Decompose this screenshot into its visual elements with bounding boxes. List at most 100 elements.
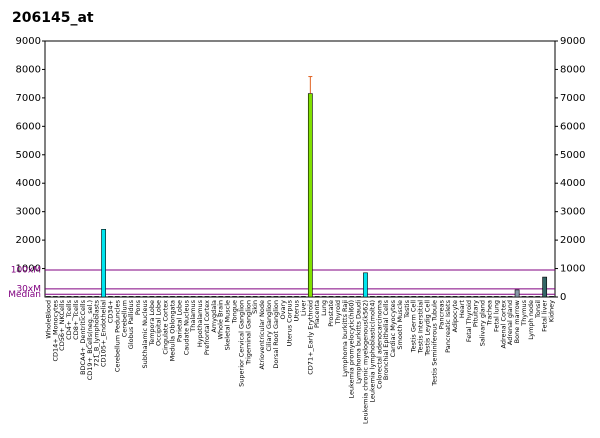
- y-tick-label: 7000: [16, 93, 41, 104]
- bar: [514, 289, 520, 298]
- bar: [542, 276, 548, 298]
- x-tick-label: Thymus: [520, 299, 528, 326]
- x-tick-label: WholeBlood: [44, 300, 52, 339]
- x-tick-label: Uterus: [293, 299, 301, 321]
- bar: [94, 296, 100, 298]
- x-tick-label: Leukemia promyelocytic(hl60): [348, 300, 356, 399]
- bar: [259, 296, 265, 298]
- bar: [321, 296, 327, 298]
- bar: [252, 296, 258, 298]
- bar: [418, 296, 423, 298]
- y2-tick-label: 0: [560, 292, 566, 303]
- x-tick-label: Fetal lung: [492, 300, 500, 332]
- bar: [128, 296, 134, 298]
- x-tick-label: Pancreas: [437, 299, 445, 329]
- y2-tick-label: 3000: [560, 207, 585, 218]
- x-tick-label: Placenta: [313, 300, 321, 328]
- bar: [521, 296, 527, 298]
- x-tick-label: Ciliary Ganglion: [265, 300, 273, 352]
- y2-tick-label: 1000: [560, 264, 585, 275]
- bar: [156, 296, 162, 298]
- bar: [445, 296, 451, 298]
- x-tick-label: CD19+_BCells(neg._sel.): [86, 300, 94, 380]
- x-tick-label: Testis Leydig Cell: [424, 300, 432, 357]
- x-tick-label: CD71+_Early Erythroid: [306, 300, 314, 375]
- x-tick-label: CD56+_NKCells: [58, 299, 66, 350]
- x-tick-label: Colorectal adenocarcinoma: [375, 300, 383, 389]
- x-tick-label: Dorsal Root Ganglion: [272, 300, 280, 369]
- bar: [52, 296, 58, 298]
- bar: [335, 296, 341, 298]
- y2-tick-label: 8000: [560, 64, 585, 75]
- bar: [101, 229, 106, 298]
- x-tick-label: Prefrontal Cortex: [203, 300, 211, 355]
- bar: [314, 296, 320, 298]
- x-tick-label: Occipital Lobe: [155, 300, 163, 346]
- x-tick-label: Globus Pallidus: [127, 299, 135, 349]
- bar: [183, 296, 189, 298]
- x-tick-label: Lung: [320, 300, 328, 316]
- x-tick-label: Prostate: [327, 300, 335, 327]
- x-tick-label: Hypothalamus: [196, 299, 204, 347]
- reference-label: 30xM: [16, 284, 41, 294]
- x-tick-label: Trigeminal Ganglion: [244, 300, 252, 366]
- bar: [438, 296, 444, 298]
- x-tick-label: Bone marrow: [513, 299, 521, 343]
- bar: [135, 296, 141, 298]
- bar: [239, 296, 244, 298]
- bar: [487, 296, 492, 298]
- bar: [80, 296, 86, 298]
- bar: [46, 296, 51, 298]
- bar: [356, 296, 361, 298]
- plot-frame: [44, 40, 556, 298]
- x-tick-label: Pancreatic Islets: [444, 299, 452, 352]
- bar: [473, 296, 479, 298]
- x-tick-label: CD105+_Endothelial: [100, 300, 108, 367]
- bar: [500, 296, 506, 298]
- bar: [328, 296, 334, 298]
- y2-tick-label: 9000: [560, 36, 585, 47]
- bar: [266, 296, 272, 298]
- bar: [301, 296, 306, 298]
- x-tick-label: Adipocyte: [451, 300, 459, 332]
- bar: [177, 296, 182, 298]
- bar: [363, 272, 368, 298]
- x-tick-label: Subthalamic Nucleus: [141, 299, 149, 368]
- reference-label: Median: [8, 290, 41, 300]
- bar: [163, 296, 168, 298]
- y2-tick-label: 7000: [560, 93, 585, 104]
- x-tick-label: CD4+_Tcells: [65, 299, 73, 339]
- bar: [528, 296, 534, 298]
- x-tick-label: BDCA4+_DentriticCells: [79, 299, 87, 375]
- reference-label: 100xM: [11, 265, 41, 275]
- x-tick-label: Fetal liver: [541, 300, 549, 332]
- bar: [190, 296, 196, 298]
- bar: [121, 296, 127, 298]
- bar: [549, 296, 554, 298]
- bar: [466, 296, 472, 298]
- bar: [170, 296, 175, 298]
- x-tick-label: Skeletal Muscle: [224, 300, 232, 350]
- bar: [197, 296, 203, 298]
- x-tick-label: Leukemia lymphoblastic(molt4): [368, 300, 376, 403]
- x-tick-label: Skin: [251, 300, 259, 314]
- bar: [232, 296, 237, 298]
- bar: [280, 296, 286, 298]
- bar: [507, 296, 513, 298]
- y2-tick-label: 6000: [560, 121, 585, 132]
- y-tick-label: 1000: [16, 264, 41, 275]
- x-tick-label: CD34+: [106, 300, 114, 323]
- x-tick-label: Superior Cervical Ganglion: [237, 300, 245, 387]
- x-tick-label: Ovary: [279, 300, 287, 320]
- bar: [225, 296, 231, 298]
- y2-tick-label: 5000: [560, 150, 585, 161]
- bar: [273, 296, 279, 298]
- bar: [480, 296, 486, 298]
- x-tick-label: Kidney: [548, 300, 556, 322]
- x-tick-label: Thalamus: [189, 299, 197, 332]
- x-tick-label: Heart: [458, 300, 466, 319]
- x-tick-label: Liver: [299, 300, 307, 316]
- bar: [411, 296, 417, 298]
- bar: [369, 296, 375, 298]
